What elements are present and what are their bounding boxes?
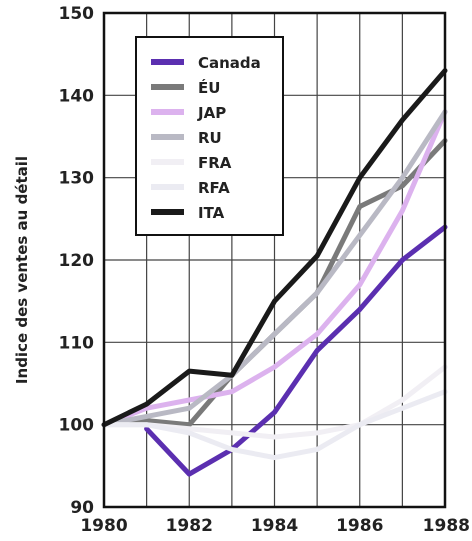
x-tick-labels: 1980 1982 1984 1986 1988 xyxy=(80,516,470,536)
x-tick-label: 1982 xyxy=(166,516,213,536)
plot-frame xyxy=(102,11,447,509)
legend-entry-label: ITA xyxy=(198,204,225,222)
y-tick-label: 130 xyxy=(59,169,95,189)
legend-entry-label: RU xyxy=(198,129,222,147)
y-axis-label: Indice des ventes au détail xyxy=(13,156,31,384)
series-line-rfa xyxy=(101,389,448,461)
x-tick-label: 1988 xyxy=(423,516,470,536)
y-tick-label: 120 xyxy=(59,251,95,271)
y-tick-label: 140 xyxy=(59,86,95,106)
series-lines xyxy=(101,68,448,477)
series-line-ita xyxy=(101,68,448,428)
y-tick-label: 100 xyxy=(59,416,95,436)
x-tick-label: 1984 xyxy=(251,516,298,536)
legend-entry-label: Canada xyxy=(198,54,261,72)
legend-entry-label: ÉU xyxy=(198,78,220,97)
x-tick-label: 1980 xyxy=(80,516,127,536)
legend-entry-label: RFA xyxy=(198,179,230,197)
y-tick-labels: 90 100 110 120 130 140 150 xyxy=(59,4,95,518)
series-line-canada xyxy=(144,224,448,477)
y-tick-label: 150 xyxy=(59,4,95,24)
y-tick-label: 110 xyxy=(59,333,95,353)
series-line-jap xyxy=(101,109,448,428)
legend-entry-label: FRA xyxy=(198,154,232,172)
legend-entry-label: JAP xyxy=(197,104,226,122)
x-tick-label: 1986 xyxy=(336,516,383,536)
y-tick-label: 90 xyxy=(70,498,94,518)
legend: Canada ÉU JAP RU FRA RFA ITA xyxy=(135,36,284,236)
series-line-ru xyxy=(101,109,448,428)
